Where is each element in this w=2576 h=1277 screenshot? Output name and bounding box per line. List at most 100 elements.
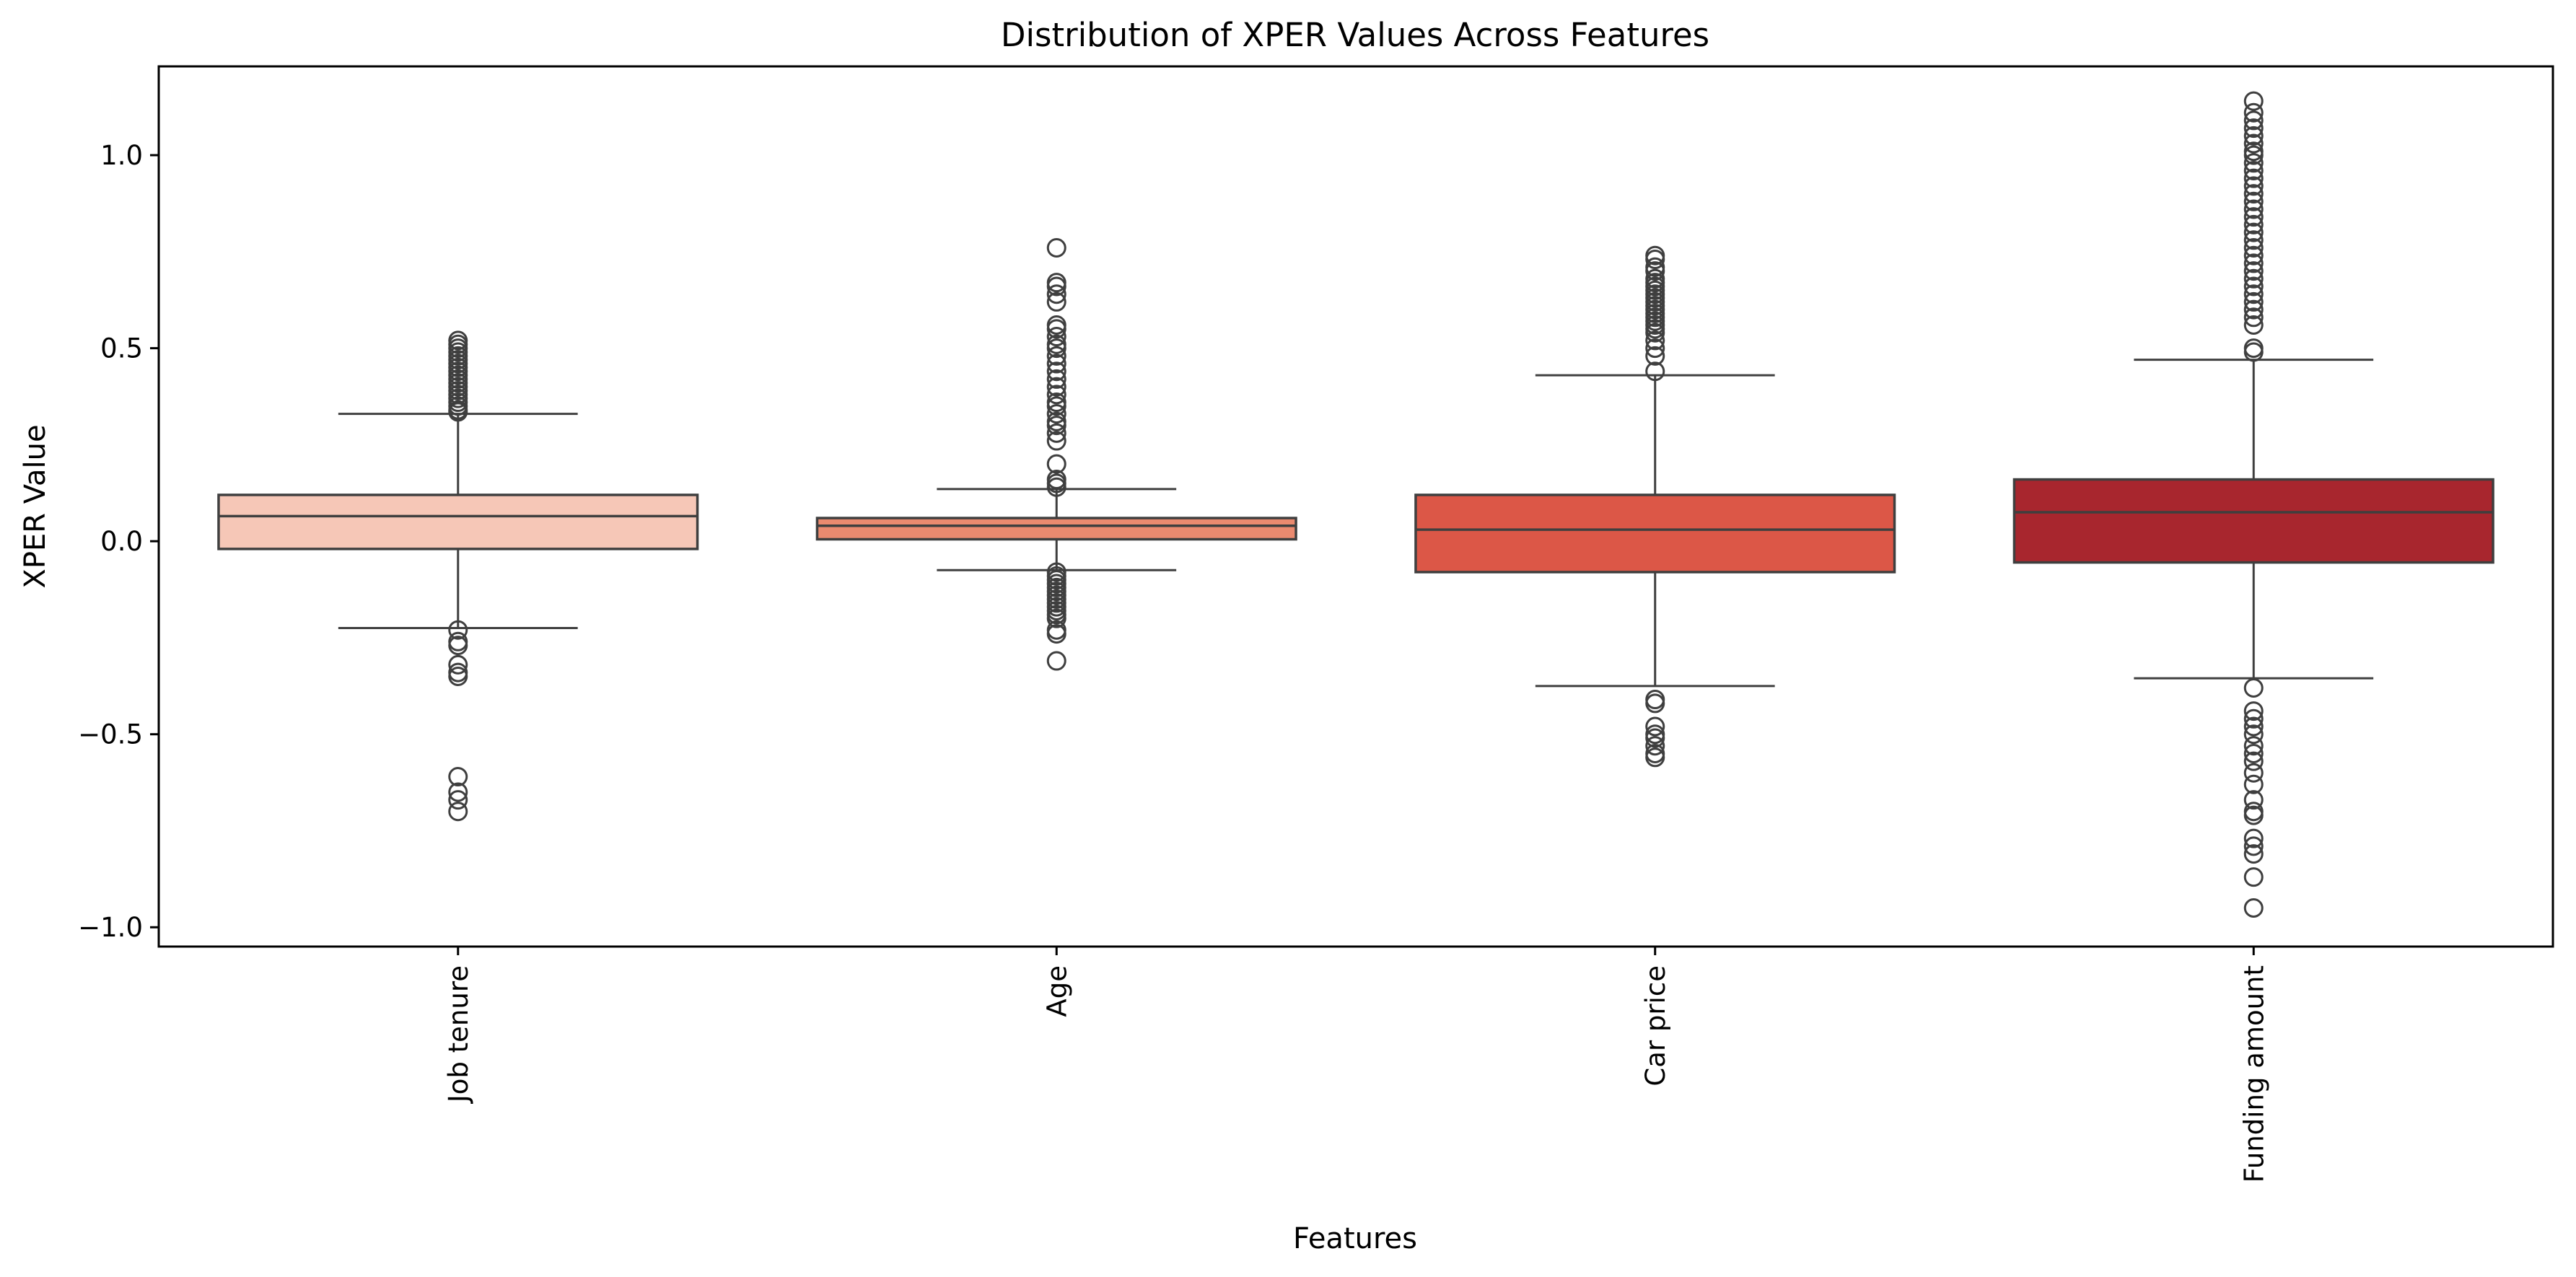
x-tick-label: Funding amount <box>2238 965 2269 1182</box>
outlier-point <box>2243 677 2264 698</box>
outlier-point <box>1046 454 1066 474</box>
outlier-point <box>2243 126 2264 146</box>
plot-frame <box>157 65 2554 948</box>
boxes-layer <box>217 91 2494 918</box>
outlier-point <box>1046 404 1066 424</box>
outlier-point <box>1046 608 1066 628</box>
outlier-point <box>1046 237 1066 258</box>
outlier-point <box>2243 245 2264 266</box>
outlier-point <box>2243 701 2264 721</box>
outlier-point <box>1046 396 1066 416</box>
outlier-point <box>1046 291 1066 312</box>
outlier-point <box>448 767 468 787</box>
outlier-point <box>448 790 468 810</box>
outlier-point <box>2243 291 2264 312</box>
outlier-point <box>1046 423 1066 443</box>
outlier-point <box>448 654 468 675</box>
box-group <box>1414 245 1896 768</box>
outlier-point <box>2243 222 2264 242</box>
box-group <box>2012 91 2494 918</box>
box-iqr <box>1414 493 1896 574</box>
outlier-point <box>2243 207 2264 227</box>
y-axis-label: XPER Value <box>19 424 52 588</box>
outlier-point <box>2243 276 2264 297</box>
outlier-point <box>2243 176 2264 196</box>
outlier-point <box>2243 751 2264 771</box>
outlier-point <box>1645 361 1665 382</box>
y-tick-label: −1.0 <box>78 912 143 943</box>
outlier-point <box>2243 184 2264 204</box>
outlier-point <box>2243 844 2264 864</box>
outlier-point <box>2243 299 2264 320</box>
outlier-point <box>1046 361 1066 382</box>
box-group <box>217 330 699 822</box>
outlier-point <box>2243 743 2264 763</box>
outlier-point <box>1046 385 1066 405</box>
outlier-point <box>2243 133 2264 154</box>
outlier-point <box>1645 322 1665 343</box>
outlier-point <box>448 782 468 802</box>
outlier-point <box>1046 416 1066 436</box>
box-iqr <box>2012 478 2494 564</box>
outlier-point <box>2243 867 2264 887</box>
box-iqr <box>217 493 699 550</box>
y-tick-label: 0.5 <box>100 333 143 364</box>
outlier-point <box>2243 160 2264 180</box>
outlier-point <box>2243 716 2264 737</box>
outlier-point <box>2243 763 2264 783</box>
outlier-point <box>448 666 468 686</box>
outlier-point <box>448 402 468 422</box>
outlier-point <box>1046 431 1066 451</box>
outlier-point <box>1046 284 1066 304</box>
outlier-point <box>1046 477 1066 497</box>
outlier-point <box>2243 253 2264 273</box>
outlier-point <box>1645 261 1665 281</box>
outlier-point <box>2243 836 2264 856</box>
outlier-point <box>448 636 468 656</box>
outlier-point <box>2243 153 2264 173</box>
x-tick-label: Age <box>1041 965 1072 1017</box>
outlier-point <box>448 631 468 651</box>
outlier-point <box>2243 898 2264 918</box>
outlier-point <box>1645 736 1665 756</box>
outlier-point <box>2243 168 2264 188</box>
outlier-point <box>1046 369 1066 389</box>
outlier-point <box>1046 354 1066 374</box>
y-tick-label: 1.0 <box>100 140 143 171</box>
outlier-point <box>1046 346 1066 366</box>
outlier-point <box>448 620 468 640</box>
y-tick-label: 0.0 <box>100 526 143 557</box>
outlier-point <box>2243 828 2264 848</box>
outlier-point <box>2243 284 2264 304</box>
x-axis-ticks: Job tenure Age Car price Funding amount <box>443 947 2269 1182</box>
outlier-point <box>2243 118 2264 139</box>
outlier-point <box>2243 790 2264 810</box>
outlier-point <box>1046 327 1066 347</box>
outlier-point <box>2243 338 2264 359</box>
outlier-point <box>1645 330 1665 351</box>
outlier-point <box>1046 276 1066 297</box>
outlier-point <box>1645 728 1665 748</box>
outlier-point <box>2243 261 2264 281</box>
outlier-point <box>2243 724 2264 745</box>
outlier-point <box>2243 145 2264 165</box>
outlier-point <box>2243 315 2264 335</box>
outlier-point <box>1645 250 1665 270</box>
outlier-point <box>2243 191 2264 211</box>
outlier-point <box>1645 747 1665 768</box>
outlier-point <box>2243 736 2264 756</box>
outlier-point <box>2243 774 2264 794</box>
outlier-point <box>2243 230 2264 250</box>
x-tick-label: Car price <box>1640 965 1671 1087</box>
outlier-point <box>2243 802 2264 822</box>
outlier-point <box>2243 237 2264 258</box>
x-tick-label: Job tenure <box>443 965 474 1104</box>
box-iqr <box>815 517 1297 541</box>
outlier-point <box>1046 319 1066 339</box>
outlier-point <box>1645 346 1665 366</box>
outlier-point <box>2243 342 2264 362</box>
y-tick-label: −0.5 <box>78 719 143 750</box>
outlier-point <box>2243 268 2264 289</box>
outlier-point <box>448 802 468 822</box>
